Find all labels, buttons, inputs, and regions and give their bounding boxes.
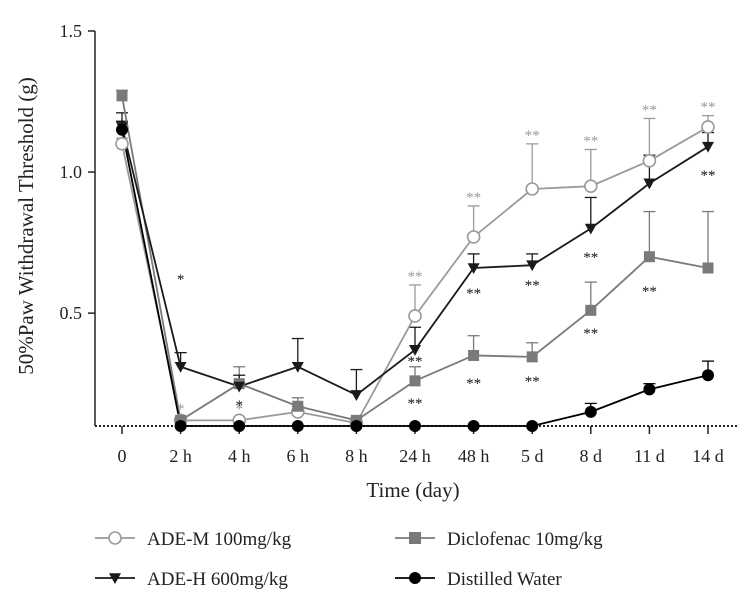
legend-label: ADE-H 600mg/kg	[147, 569, 288, 590]
significance-mark: **	[408, 396, 423, 412]
data-point	[467, 420, 480, 432]
significance-mark: **	[466, 190, 481, 206]
x-tick-label: 4 h	[228, 446, 251, 466]
significance-mark: **	[583, 134, 598, 150]
data-point	[467, 263, 480, 274]
data-point	[643, 178, 656, 190]
significance-mark: **	[583, 250, 598, 266]
data-point	[409, 375, 421, 387]
significance-mark: **	[701, 168, 716, 184]
data-point	[526, 351, 538, 363]
legend-label: Diclofenac 10mg/kg	[447, 529, 603, 550]
y-tick-label: 0.5	[60, 303, 83, 323]
data-point	[291, 361, 304, 373]
data-point	[468, 349, 480, 361]
y-tick-label: 1.0	[60, 162, 83, 182]
data-point	[350, 420, 363, 432]
x-tick-label: 0	[118, 446, 127, 466]
legend-label: Distilled Water	[447, 569, 562, 590]
legend-marker	[109, 573, 121, 584]
data-point	[409, 420, 421, 432]
significance-mark: **	[701, 100, 716, 116]
data-point	[526, 420, 539, 432]
x-tick-label: 8 h	[345, 446, 368, 466]
y-axis-label: 50%Paw Withdrawal Threshold (g)	[14, 77, 38, 375]
data-point	[584, 405, 597, 418]
significance-mark: **	[583, 326, 598, 342]
x-axis-label: Time (day)	[366, 478, 459, 502]
data-point	[525, 182, 540, 196]
significance-mark: *	[177, 402, 185, 418]
data-point	[526, 260, 539, 272]
chart-axes: 0.5 1.0 1.5 0 2 h 4 h 6 h 8 h 24 h 48 h 5 d 8 d 11 d…	[60, 21, 738, 466]
significance-mark: **	[525, 278, 540, 294]
data-point	[115, 137, 129, 151]
x-tick-label: 2 h	[169, 446, 192, 466]
significance-mark: *	[235, 398, 243, 414]
data-point	[174, 420, 187, 432]
x-tick-label: 8 d	[580, 446, 603, 466]
significance-mark: **	[466, 286, 481, 302]
error-bars	[116, 89, 714, 424]
data-point	[466, 230, 481, 244]
significance-mark: **	[408, 354, 423, 370]
legend-marker	[108, 531, 122, 545]
data-point	[233, 381, 246, 393]
data-point	[583, 179, 598, 193]
data-point	[643, 251, 655, 263]
data-point	[174, 361, 187, 373]
x-tick-label: 14 d	[692, 446, 724, 466]
legend: ADE-M 100mg/kg Diclofenac 10mg/kg ADE-H 60…	[95, 529, 603, 590]
significance-mark: **	[466, 376, 481, 392]
x-tick-label: 24 h	[399, 446, 431, 466]
legend-marker	[409, 572, 421, 584]
data-point	[116, 90, 128, 102]
data-point	[116, 123, 128, 136]
significance-mark: **	[525, 374, 540, 390]
x-tick-label: 6 h	[287, 446, 310, 466]
series-markers	[115, 90, 715, 432]
significance-annotations: * ******* **** ************************	[177, 100, 716, 418]
legend-marker	[409, 532, 421, 544]
significance-mark: **	[408, 269, 423, 285]
x-tick-label: 5 d	[521, 446, 544, 466]
data-point	[291, 420, 304, 432]
data-point	[584, 223, 597, 235]
data-point	[702, 141, 714, 153]
data-point	[702, 369, 714, 382]
legend-label: ADE-M 100mg/kg	[147, 529, 292, 550]
data-point	[409, 345, 421, 356]
data-point	[702, 262, 714, 274]
data-point	[585, 304, 597, 316]
significance-mark: *	[235, 402, 243, 418]
x-tick-label: 11 d	[634, 446, 665, 466]
data-point	[643, 383, 656, 396]
data-point	[701, 120, 715, 134]
data-point	[642, 153, 657, 168]
data-point	[408, 309, 422, 323]
significance-mark: **	[642, 102, 657, 118]
data-point	[233, 420, 246, 432]
data-point	[350, 390, 363, 401]
significance-mark: *	[177, 272, 185, 288]
significance-mark: **	[525, 128, 540, 144]
y-tick-label: 1.5	[60, 21, 83, 41]
x-tick-label: 48 h	[458, 446, 490, 466]
data-point	[292, 400, 304, 412]
significance-mark: **	[642, 284, 657, 300]
